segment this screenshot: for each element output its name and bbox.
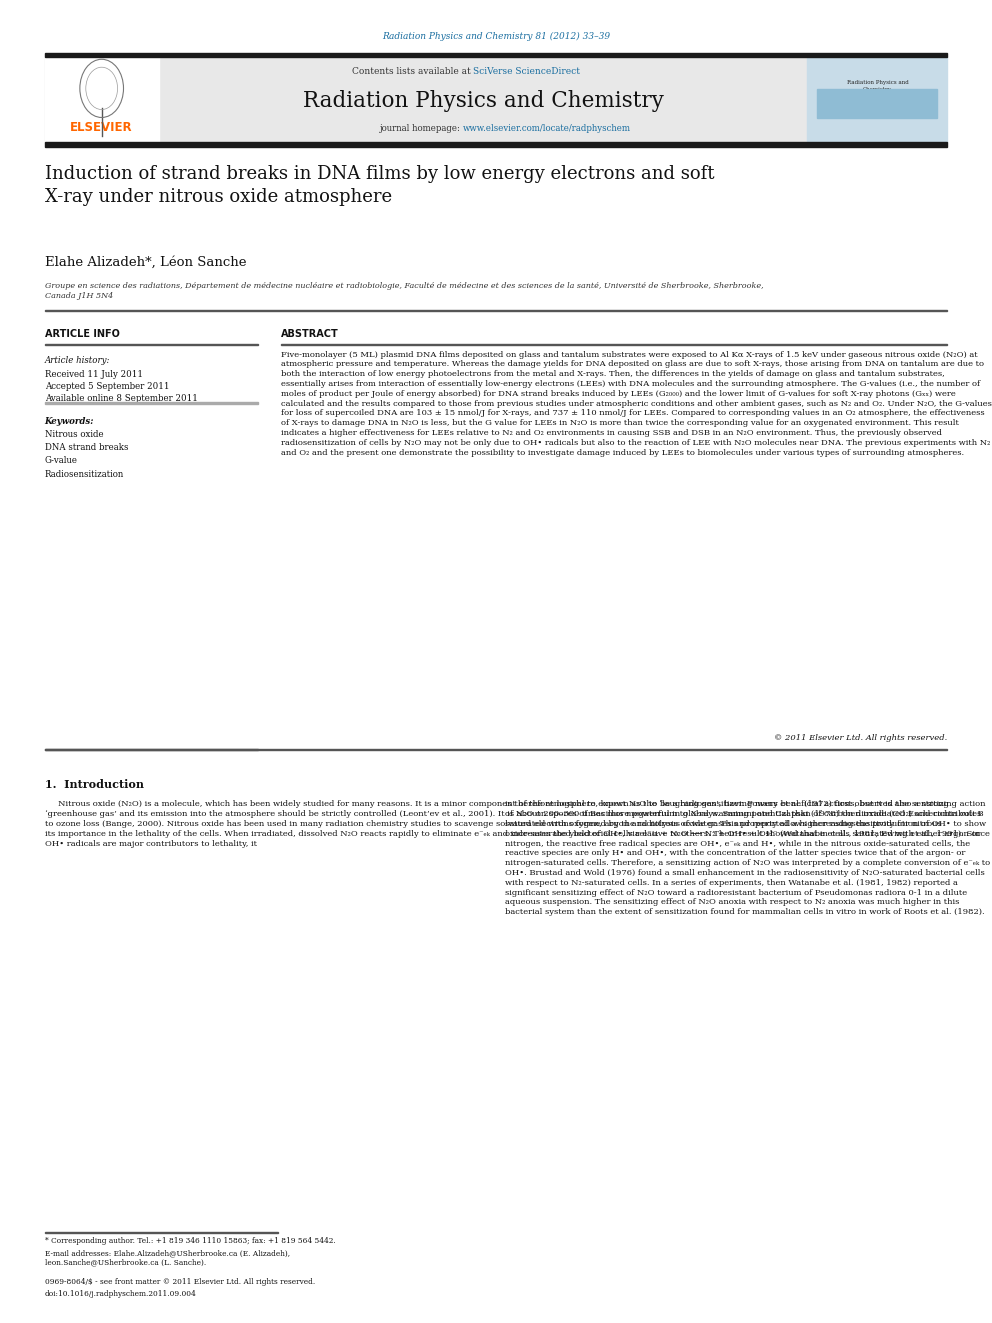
Text: Accepted 5 September 2011: Accepted 5 September 2011 [45, 382, 170, 392]
Text: DNA strand breaks: DNA strand breaks [45, 443, 128, 452]
Text: Radiation Physics and
Chemistry: Radiation Physics and Chemistry [846, 81, 909, 91]
Text: ELSEVIER: ELSEVIER [70, 120, 133, 134]
Bar [45, 142, 947, 147]
Text: * Corresponding author. Tel.: +1 819 346 1110 15863; fax: +1 819 564 5442.: * Corresponding author. Tel.: +1 819 346… [45, 1237, 335, 1245]
Text: Radiosensitization: Radiosensitization [45, 470, 124, 479]
Text: © 2011 Elsevier Ltd. All rights reserved.: © 2011 Elsevier Ltd. All rights reserved… [774, 734, 947, 742]
Text: SciVerse ScienceDirect: SciVerse ScienceDirect [473, 67, 580, 75]
Text: Nitrous oxide (N₂O) is a molecule, which has been widely studied for many reason: Nitrous oxide (N₂O) is a molecule, which… [45, 800, 989, 848]
Text: Elahe Alizadeh*, Léon Sanche: Elahe Alizadeh*, Léon Sanche [45, 255, 246, 269]
Text: ARTICLE INFO: ARTICLE INFO [45, 329, 119, 340]
Text: 1.  Introduction: 1. Introduction [45, 779, 144, 790]
Bar [45, 57, 159, 142]
Text: Received 11 July 2011: Received 11 July 2011 [45, 370, 143, 380]
Bar [817, 89, 937, 118]
Text: Article history:: Article history: [45, 356, 110, 365]
Text: 0969-8064/$ - see front matter © 2011 Elsevier Ltd. All rights reserved.: 0969-8064/$ - see front matter © 2011 El… [45, 1278, 314, 1286]
Text: Radiation Physics and Chemistry 81 (2012) 33–39: Radiation Physics and Chemistry 81 (2012… [382, 32, 610, 41]
Text: Contents lists available at: Contents lists available at [351, 67, 473, 75]
Text: G-value: G-value [45, 456, 77, 466]
Bar [807, 57, 947, 142]
Text: Radiation Physics and Chemistry: Radiation Physics and Chemistry [303, 90, 664, 111]
Text: journal homepage:: journal homepage: [380, 124, 463, 132]
Text: www.elsevier.com/locate/radphyschem: www.elsevier.com/locate/radphyschem [463, 124, 631, 132]
Bar [45, 53, 947, 57]
Text: ABSTRACT: ABSTRACT [281, 329, 338, 340]
Text: Keywords:: Keywords: [45, 417, 94, 426]
Text: Five-monolayer (5 ML) plasmid DNA films deposited on glass and tantalum substrat: Five-monolayer (5 ML) plasmid DNA films … [281, 351, 992, 456]
Bar [45, 57, 807, 142]
Text: doi:10.1016/j.radphyschem.2011.09.004: doi:10.1016/j.radphyschem.2011.09.004 [45, 1290, 196, 1298]
Text: Induction of strand breaks in DNA films by low energy electrons and soft
X-ray u: Induction of strand breaks in DNA films … [45, 165, 714, 206]
Text: is therefore logical to expect N₂O to be a radiosensitizer. Powers et al. (1972): is therefore logical to expect N₂O to be… [505, 800, 990, 917]
Text: Groupe en science des radiations, Département de médecine nucléaire et radiobiol: Groupe en science des radiations, Départ… [45, 282, 763, 300]
Text: E-mail addresses: Elahe.Alizadeh@USherbrooke.ca (E. Alizadeh),
leon.Sanche@USher: E-mail addresses: Elahe.Alizadeh@USherbr… [45, 1249, 290, 1266]
Text: Available online 8 September 2011: Available online 8 September 2011 [45, 394, 197, 404]
Text: Nitrous oxide: Nitrous oxide [45, 430, 103, 439]
